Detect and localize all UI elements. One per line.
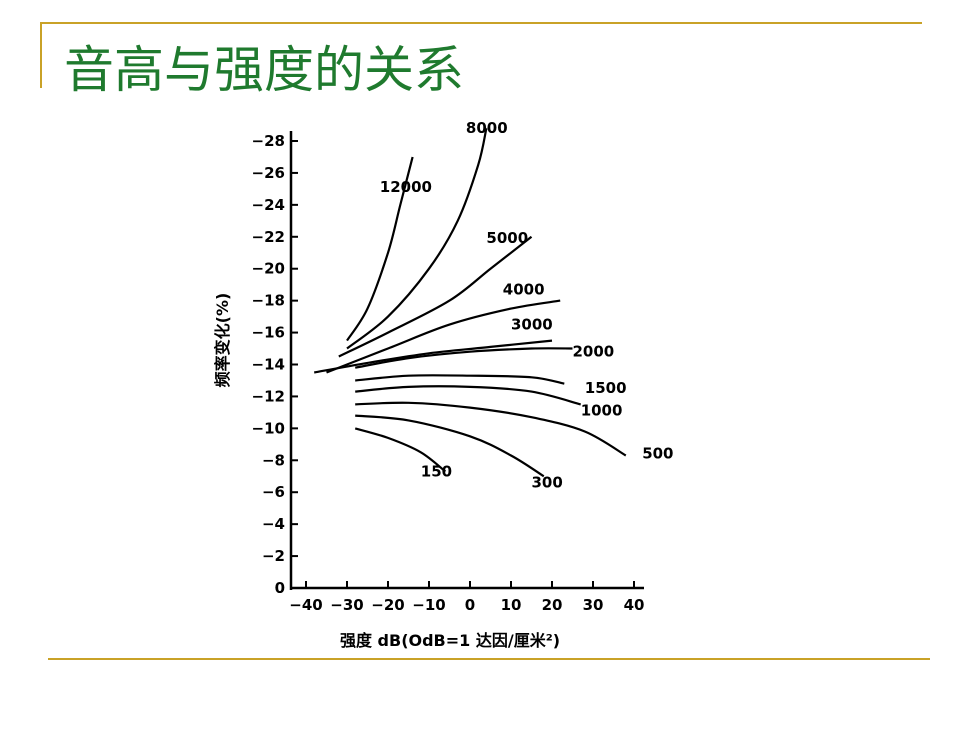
x-tick-label: −20 — [371, 596, 404, 614]
y-tick-label: −6 — [262, 483, 285, 501]
x-tick-label: −10 — [412, 596, 445, 614]
y-tick-label: −2 — [262, 547, 285, 565]
curve-label-12000: 12000 — [380, 178, 432, 196]
top-rule — [40, 22, 922, 24]
y-tick-label: −18 — [252, 292, 285, 310]
curve-12000 — [346, 156, 414, 342]
slide-title: 音高与强度的关系 — [64, 41, 464, 99]
y-axis-label: 频率变化(%) — [213, 293, 232, 388]
y-tick-label: −10 — [252, 419, 285, 437]
curve-label-300: 300 — [532, 473, 563, 491]
y-tick-label: −22 — [252, 228, 285, 246]
y-tick-label: 0 — [275, 579, 285, 597]
curve-label-5000: 5000 — [486, 229, 528, 247]
x-tick-label: −30 — [330, 596, 363, 614]
curve-label-1000: 1000 — [581, 402, 623, 420]
y-tick-label: −16 — [252, 324, 285, 342]
x-axis-label: 强度 dB(OdB=1 达因/厘米²) — [340, 631, 560, 650]
y-tick-label: −20 — [252, 260, 285, 278]
x-tick-label: 40 — [624, 596, 645, 614]
y-tick-label: −14 — [252, 356, 285, 374]
x-tick-label: −40 — [289, 596, 322, 614]
curve-4000 — [326, 299, 561, 374]
x-tick-label: 10 — [501, 596, 522, 614]
curve-label-3000: 3000 — [511, 315, 553, 333]
y-tick-label: −8 — [262, 451, 285, 469]
y-tick-label: −28 — [252, 132, 285, 150]
bottom-rule — [48, 658, 930, 660]
curve-150 — [354, 427, 447, 473]
x-tick-label: 20 — [542, 596, 563, 614]
curve-label-2000: 2000 — [573, 343, 615, 361]
curve-label-1500: 1500 — [585, 379, 627, 397]
chart-axes: 0 −2 −4 −6 −8 −10 −12 −14 −16 −18 −20 −22 −24 −26 −28 −… — [252, 131, 645, 614]
curve-label-4000: 4000 — [503, 280, 545, 298]
curve-300 — [355, 414, 545, 478]
curve-1000 — [355, 385, 581, 406]
chart-curves — [314, 127, 627, 478]
curve-label-8000: 8000 — [466, 119, 508, 137]
x-tick-label: 0 — [465, 596, 475, 614]
y-tick-label: −12 — [252, 387, 285, 405]
y-tick-label: −24 — [252, 196, 285, 214]
curve-3000 — [314, 339, 553, 374]
chart-labels: 8000 12000 5000 4000 3000 2000 1500 1000 500 300 1… — [380, 119, 674, 491]
curve-1500 — [355, 374, 565, 385]
x-tick-label: 30 — [583, 596, 604, 614]
curve-label-150: 150 — [421, 462, 452, 480]
curve-label-500: 500 — [642, 445, 673, 463]
curve-5000 — [338, 235, 533, 358]
left-accent-rule — [40, 22, 42, 88]
y-tick-label: −26 — [252, 164, 285, 182]
y-tick-label: −4 — [262, 515, 285, 533]
curve-8000 — [346, 127, 488, 350]
curve-500 — [355, 401, 627, 457]
curve-2000 — [355, 347, 573, 369]
